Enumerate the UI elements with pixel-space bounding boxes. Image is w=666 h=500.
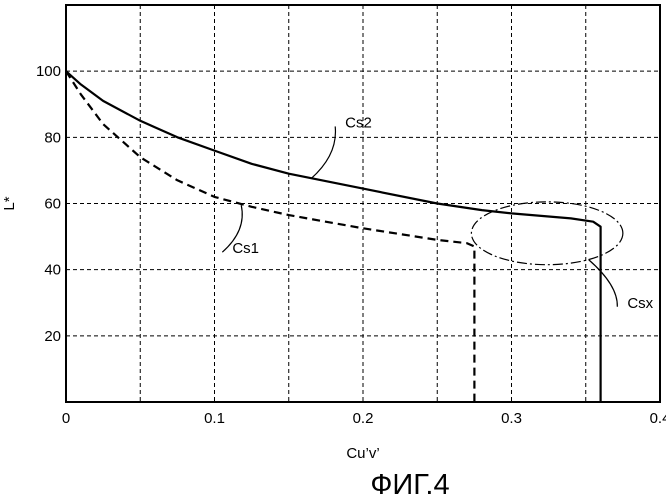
x-tick-label: 0.4 xyxy=(650,410,666,427)
x-tick-label: 0.2 xyxy=(353,410,374,427)
annotation-layer: Cs2 Cs1 Csx xyxy=(222,114,653,311)
figure-caption: ФИГ.4 xyxy=(370,469,449,500)
series-line-cs1 xyxy=(66,71,474,402)
y-tick-label: 40 xyxy=(44,262,61,279)
series-label-cs1: Cs1 xyxy=(232,240,259,257)
x-tick-label: 0.3 xyxy=(501,410,522,427)
series-label-csx: Csx xyxy=(627,295,653,312)
y-axis-title: L* xyxy=(1,196,18,210)
grid-lines xyxy=(66,5,660,402)
series-label-cs2: Cs2 xyxy=(345,114,372,131)
leader-line-csx xyxy=(589,260,618,307)
series-layer xyxy=(66,71,601,402)
x-tick-label: 0 xyxy=(62,410,70,427)
leader-line-cs2 xyxy=(311,126,335,178)
y-tick-label: 80 xyxy=(44,129,61,146)
series-line-cs2 xyxy=(66,71,601,402)
y-tick-label: 60 xyxy=(44,196,61,213)
y-tick-label: 20 xyxy=(44,328,61,345)
y-tick-label: 100 xyxy=(36,63,61,80)
x-tick-label: 0.1 xyxy=(204,410,225,427)
x-axis-title: Cu’v’ xyxy=(346,445,379,462)
